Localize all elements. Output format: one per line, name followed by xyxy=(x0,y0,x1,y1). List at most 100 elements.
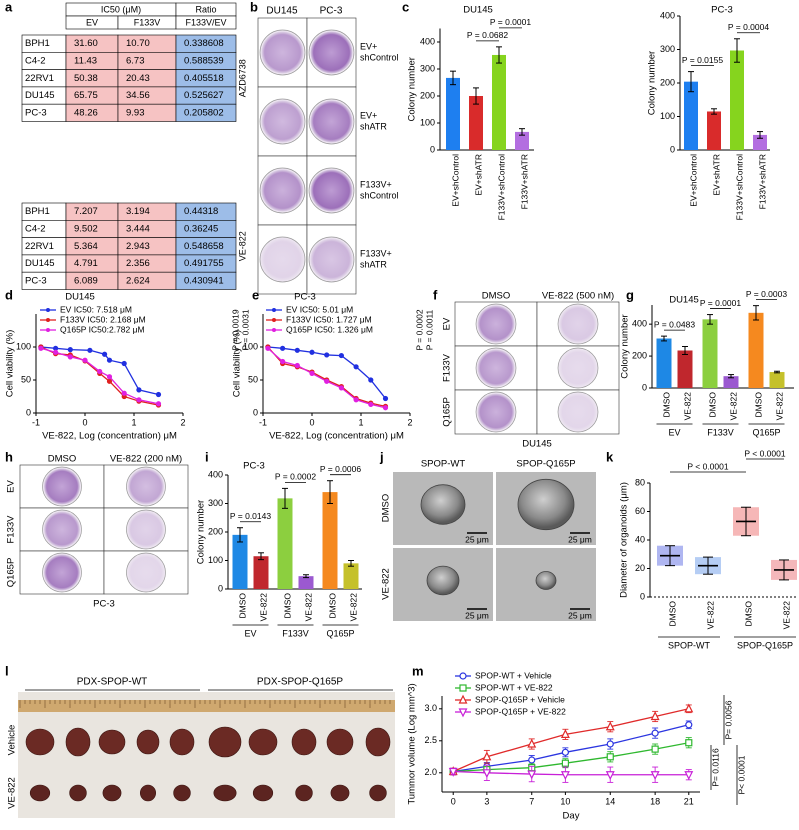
y-tick-label: 200 xyxy=(420,90,435,100)
panel-letter: g xyxy=(626,287,634,302)
table-cell-text: 3.444 xyxy=(126,223,150,234)
group-label: F133V xyxy=(282,628,309,638)
table-header: Ratio xyxy=(195,4,216,14)
y-tick-label: 200 xyxy=(632,350,647,360)
y-tick-label: 60 xyxy=(635,506,645,516)
x-tick-label: VE-822 xyxy=(774,392,784,421)
y-tick-label: 80 xyxy=(635,477,645,487)
group-label: PDX-SPOP-WT xyxy=(77,677,148,688)
bar xyxy=(232,534,248,589)
marker xyxy=(353,397,359,403)
p-value: P = 0.0483 xyxy=(654,319,695,329)
marker xyxy=(294,362,300,369)
bar xyxy=(748,312,764,388)
table-cell-text: 3.194 xyxy=(126,206,150,217)
bar xyxy=(707,111,721,150)
marker xyxy=(459,672,467,680)
column-header: DMSO xyxy=(482,291,511,302)
x-tick-label: VE-822 xyxy=(348,593,358,622)
table-cell-text: 7.207 xyxy=(74,206,98,217)
marker xyxy=(528,756,536,764)
x-tick-label: DMSO xyxy=(661,392,671,418)
y-tick-label: 0 xyxy=(642,382,647,392)
p-value: P = 0.0031 xyxy=(240,309,250,350)
row-label: F133V+ xyxy=(360,248,392,258)
table-cell-text: 65.75 xyxy=(74,90,98,101)
chart-title: DU145 xyxy=(669,295,699,306)
marker xyxy=(67,347,73,353)
marker xyxy=(106,357,113,363)
p-value: P = 0.0004 xyxy=(728,22,769,32)
x-tick-label: EV+shATR xyxy=(473,154,483,196)
table-cell-text: C4-2 xyxy=(25,55,46,66)
organoid xyxy=(535,571,557,590)
table-cell-text: 22RV1 xyxy=(25,73,54,84)
y-axis-label: Colony number xyxy=(647,51,658,115)
legend-label: Q165P IC50:2.782 μM xyxy=(60,324,145,334)
marker xyxy=(560,771,570,781)
table-cell-text: 0.36245 xyxy=(184,223,218,234)
scale-bar-label: 25 μm xyxy=(568,534,592,544)
x-tick-label: 10 xyxy=(560,796,570,806)
y-axis-label: Tummor volume (Log mm^3) xyxy=(407,683,418,804)
cell-line-label: DU145 xyxy=(522,439,552,450)
colonies xyxy=(310,238,353,281)
table-cell-text: 22RV1 xyxy=(25,241,54,252)
row-label: F133V xyxy=(442,353,453,382)
bar xyxy=(492,54,506,150)
table-cell-text: 0.548658 xyxy=(184,241,224,252)
y-tick-label: 400 xyxy=(420,36,435,46)
p-value: P= 0.0056 xyxy=(723,700,733,739)
row-label: EV xyxy=(6,480,17,493)
x-tick-label: 3 xyxy=(484,796,489,806)
table-cell-text: 0.44318 xyxy=(184,206,218,217)
y-tick-label: 300 xyxy=(420,63,435,73)
p-value: P < 0.0001 xyxy=(744,448,785,458)
marker xyxy=(605,721,615,731)
y-tick-label: 200 xyxy=(208,526,223,536)
bar xyxy=(515,131,529,150)
group-label: Q165P xyxy=(326,628,354,638)
legend-label: EV IC50: 7.518 μM xyxy=(60,304,132,314)
marker xyxy=(561,759,569,767)
x-tick-label: VE-822 xyxy=(258,593,268,622)
table-header: EV xyxy=(86,17,98,27)
bar xyxy=(446,77,460,150)
group-label: EV xyxy=(244,628,256,638)
colonies xyxy=(261,169,304,212)
x-tick-label: EV+shATR xyxy=(711,154,721,196)
table-cell-text: BPH1 xyxy=(25,206,50,217)
tumor xyxy=(213,784,237,802)
table-cell-text: 2.943 xyxy=(126,241,150,252)
colonies xyxy=(261,100,304,143)
group-label: F133V xyxy=(707,427,734,437)
table-cell-text: 0.205802 xyxy=(184,107,224,118)
column-header: DU145 xyxy=(266,6,298,17)
scale-bar-label: 25 μm xyxy=(465,534,489,544)
legend-label: F133V IC50: 2.168 μM xyxy=(60,314,146,324)
marker xyxy=(482,751,492,761)
marker xyxy=(97,368,103,375)
y-tick-label: 300 xyxy=(208,498,223,508)
x-tick-label: 0 xyxy=(451,796,456,806)
legend-label: EV IC50: 5.01 μM xyxy=(286,304,353,314)
x-tick-label: DMSO xyxy=(707,392,717,418)
y-tick-label: 0 xyxy=(670,144,675,154)
y-axis-label: Colony number xyxy=(196,500,207,564)
table-cell-text: 5.364 xyxy=(74,241,98,252)
column-header: VE-822 (200 nM) xyxy=(110,454,182,465)
panel-letter: m xyxy=(412,663,424,678)
row-label: shATR xyxy=(360,259,387,269)
x-axis-label: Day xyxy=(563,811,580,822)
marker xyxy=(121,390,127,396)
legend-marker xyxy=(272,318,276,322)
x-tick-label: VE-822 xyxy=(682,392,692,421)
tumor xyxy=(25,728,55,756)
y-tick-label: 100 xyxy=(208,555,223,565)
tumor xyxy=(248,728,278,756)
table-cell xyxy=(175,15,237,30)
x-tick-label: F133V+shATR xyxy=(519,154,529,209)
marker xyxy=(353,364,359,370)
x-tick-label: DMSO xyxy=(667,601,677,627)
column-header: VE-822 (500 nM) xyxy=(542,291,614,302)
